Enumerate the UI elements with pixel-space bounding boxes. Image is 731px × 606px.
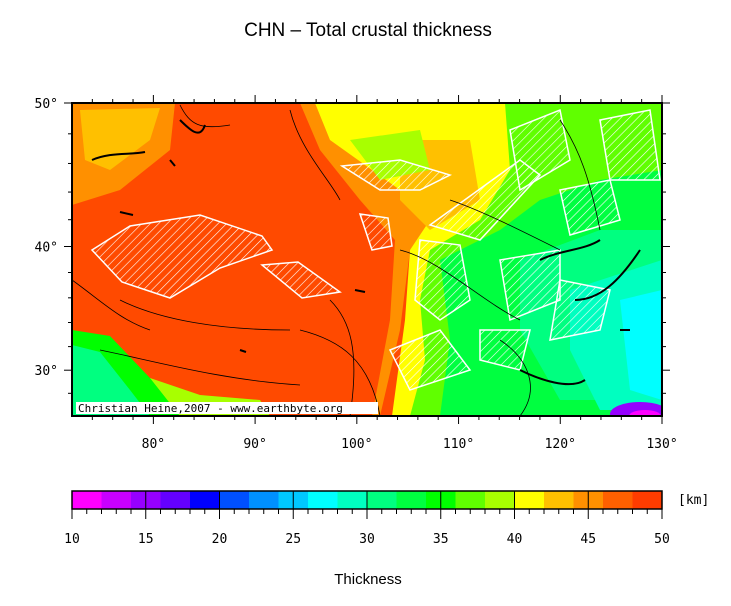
- colorbar-tick-label: 10: [64, 532, 80, 547]
- colorbar-tick-label: 40: [507, 532, 523, 547]
- colorbar-tick-label: 45: [580, 532, 596, 547]
- colorbar: [72, 491, 663, 509]
- colorbar-segment: [514, 491, 545, 509]
- colorbar-segment: [160, 491, 191, 509]
- colorbar-segment: [72, 491, 102, 509]
- title: CHN – Total crustal thickness: [244, 20, 492, 41]
- colorbar-segment: [337, 491, 368, 509]
- colorbar-unit: [km]: [678, 493, 709, 508]
- colorbar-tick-label: 15: [138, 532, 154, 547]
- colorbar-tick-label: 50: [654, 532, 670, 547]
- colorbar-tick-label: 25: [285, 532, 301, 547]
- colorbar-label: Thickness: [334, 571, 402, 588]
- map-field: [72, 103, 662, 416]
- x-tick-label: 80°: [142, 437, 165, 452]
- colorbar-segment: [396, 491, 427, 509]
- colorbar-segment: [101, 491, 132, 509]
- x-tick-label: 90°: [243, 437, 266, 452]
- colorbar-segment: [632, 491, 663, 509]
- colorbar-segment: [308, 491, 338, 509]
- colorbar-segment: [603, 491, 633, 509]
- colorbar-segment: [485, 491, 515, 509]
- colorbar-tick-label: 35: [433, 532, 449, 547]
- colorbar-segment: [544, 491, 574, 509]
- colorbar-segment: [455, 491, 486, 509]
- colorbar-segment: [219, 491, 250, 509]
- map-frame: [71, 102, 663, 417]
- colorbar-segment: [190, 491, 220, 509]
- y-tick-label: 50°: [35, 97, 58, 112]
- x-tick-label: 130°: [646, 437, 677, 452]
- colorbar-segment: [367, 491, 397, 509]
- colorbar-tick-label: 30: [359, 532, 375, 547]
- colorbar-tick-label: 20: [212, 532, 228, 547]
- y-tick-label: 40°: [35, 240, 58, 255]
- colorbar-segment: [249, 491, 279, 509]
- credit: Christian Heine,2007 - www.earthbyte.org: [78, 402, 343, 415]
- x-tick-label: 110°: [443, 437, 474, 452]
- x-tick-label: 120°: [545, 437, 576, 452]
- y-tick-label: 30°: [35, 364, 58, 379]
- x-tick-label: 100°: [341, 437, 372, 452]
